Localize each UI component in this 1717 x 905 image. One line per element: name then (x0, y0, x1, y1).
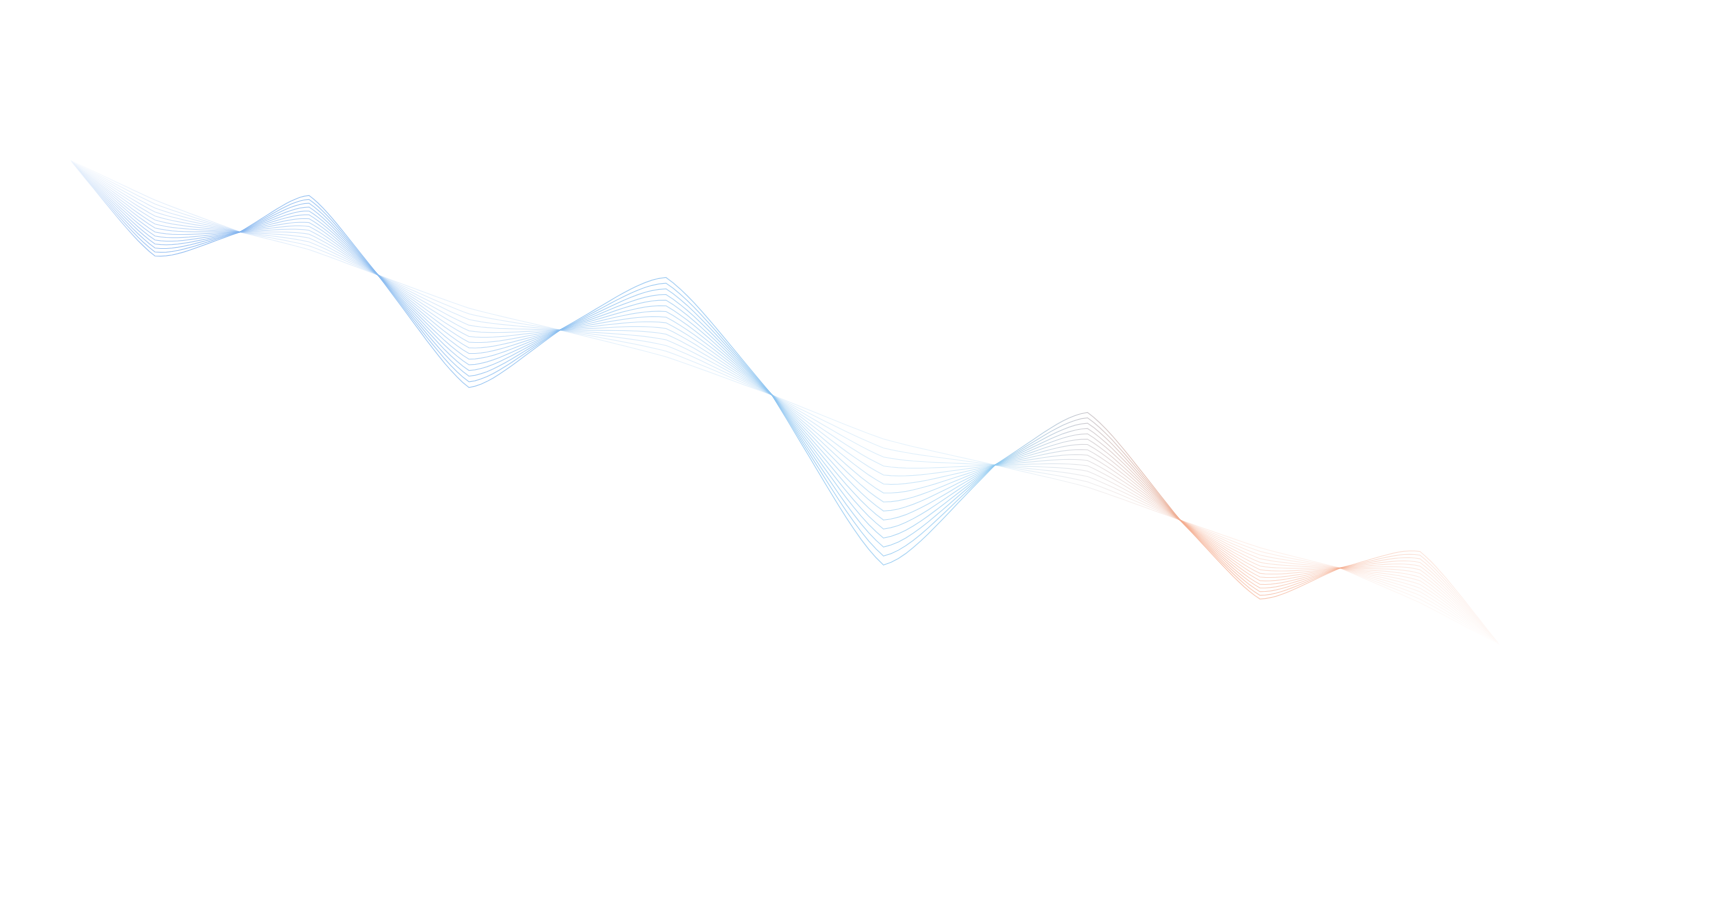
wave-line (69, 159, 1501, 646)
wave-line (69, 159, 1501, 646)
wave-lines (69, 159, 1501, 646)
